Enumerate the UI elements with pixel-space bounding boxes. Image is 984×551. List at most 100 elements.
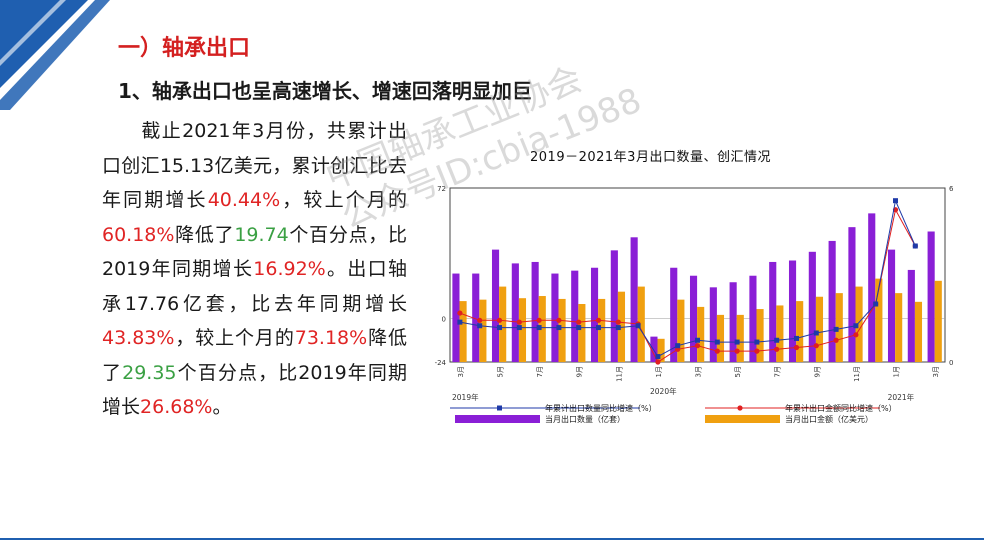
line-amt-point	[536, 317, 542, 323]
line-qty-point	[893, 198, 898, 204]
legend-label: 年累计出口金额同比增速（%）	[785, 403, 897, 413]
bar-qty	[590, 267, 599, 362]
paragraph-text: ，较上个月的	[280, 189, 407, 211]
paragraph-text: 降低了	[174, 223, 235, 246]
legend-label: 年累计出口数量同比增速（%）	[545, 403, 657, 413]
line-amt-point	[477, 317, 483, 323]
corner-decoration	[0, 0, 110, 110]
bar-amt	[657, 338, 665, 362]
bar-amt	[835, 293, 843, 362]
line-qty-point	[516, 325, 522, 331]
bar-qty	[769, 261, 777, 362]
line-amt-point	[516, 319, 522, 325]
line-qty-point	[635, 323, 641, 329]
bar-amt	[855, 286, 863, 362]
line-qty-point	[912, 243, 918, 249]
line-qty-point	[675, 343, 681, 349]
line-amt-point	[694, 343, 701, 349]
bar-qty	[808, 251, 816, 362]
line-qty-point	[576, 325, 582, 331]
highlight-value: 40.44%	[207, 189, 281, 211]
bottom-rule	[0, 538, 984, 540]
line-amt-line	[459, 208, 916, 363]
x-tick-label: 9月	[813, 366, 821, 377]
bar-amt	[914, 301, 923, 362]
line-amt-point	[615, 319, 621, 325]
bar-qty	[472, 273, 480, 362]
line-qty-point	[813, 330, 819, 336]
bar-qty	[788, 260, 797, 362]
bar-amt	[697, 306, 705, 362]
y-right-tick: 6	[949, 185, 954, 193]
bar-amt	[934, 280, 942, 362]
summary-paragraph: 截止2021年3月份，共累计出口创汇15.13亿美元，累计创汇比去年同期增长40…	[102, 114, 407, 425]
highlight-value: 73.18%	[294, 327, 368, 349]
bar-amt	[815, 296, 824, 362]
y-right-tick: 0	[949, 359, 953, 367]
line-qty-point	[695, 337, 700, 343]
bar-qty	[511, 263, 519, 362]
bar-amt	[598, 298, 606, 362]
line-qty-point	[774, 337, 780, 343]
line-amt-point	[576, 319, 582, 325]
line-qty-point	[833, 326, 839, 332]
line-qty-point	[536, 325, 542, 331]
bar-amt	[578, 304, 586, 362]
bar-qty	[551, 273, 559, 362]
line-qty-point	[477, 323, 483, 329]
bar-qty	[749, 275, 757, 362]
line-amt-point	[714, 348, 720, 354]
line-amt-point	[754, 348, 760, 354]
bar-amt	[538, 296, 546, 362]
section-title: 一）轴承出口	[118, 36, 251, 61]
line-amt-point	[774, 346, 780, 352]
line-amt-point	[853, 332, 859, 338]
line-amt-point	[734, 348, 740, 354]
paragraph-text: 个百分点，比2019年同期增长	[102, 361, 407, 419]
paragraph-text: 个百分点，比2019年同期增长	[102, 223, 407, 281]
x-tick-label: 3月	[932, 366, 940, 377]
bar-amt	[875, 278, 883, 362]
line-amt-point	[457, 310, 463, 316]
year-label: 2021年	[888, 392, 915, 402]
bar-qty	[907, 269, 915, 362]
highlight-value: 60.18%	[102, 223, 175, 246]
highlight-value: 16.92%	[253, 258, 326, 280]
line-amt-point	[556, 317, 562, 323]
bar-amt	[677, 299, 685, 362]
bar-qty	[927, 231, 935, 362]
legend-label: 当月出口金额（亿美元）	[785, 414, 873, 424]
bar-qty	[531, 261, 539, 362]
x-tick-label: 3月	[695, 366, 703, 377]
bar-amt	[776, 305, 784, 362]
bar-qty	[452, 273, 460, 362]
highlight-value: 29.35	[122, 361, 177, 384]
line-amt-point	[833, 337, 839, 343]
legend-amt-bar-swatch	[705, 415, 780, 423]
y-left-tick: 0	[442, 316, 446, 324]
paragraph-text: 。出口轴承17.76亿套，比去年同期增长	[102, 258, 407, 315]
x-tick-label: 1月	[655, 366, 663, 377]
line-qty-point	[457, 319, 463, 325]
bar-qty	[571, 270, 579, 362]
y-left-tick: -24	[435, 359, 447, 367]
paragraph-text: ，较上个月的	[174, 327, 295, 349]
bar-amt	[518, 298, 527, 362]
bar-amt	[796, 301, 804, 362]
highlight-value: 43.83%	[102, 327, 175, 349]
bar-amt	[716, 314, 725, 362]
bar-amt	[756, 309, 764, 362]
bar-qty	[868, 213, 876, 362]
bar-qty	[491, 249, 500, 362]
line-qty-point	[873, 301, 879, 307]
line-qty-point	[556, 325, 562, 331]
legend-qty-marker	[497, 405, 502, 411]
x-tick-label: 7月	[774, 366, 782, 377]
line-amt-point	[496, 317, 503, 323]
bar-amt	[637, 286, 645, 362]
paragraph-text: 降低了	[102, 327, 407, 384]
bar-amt	[459, 301, 467, 362]
bar-qty	[670, 267, 678, 362]
legend-amt-marker	[737, 405, 743, 411]
